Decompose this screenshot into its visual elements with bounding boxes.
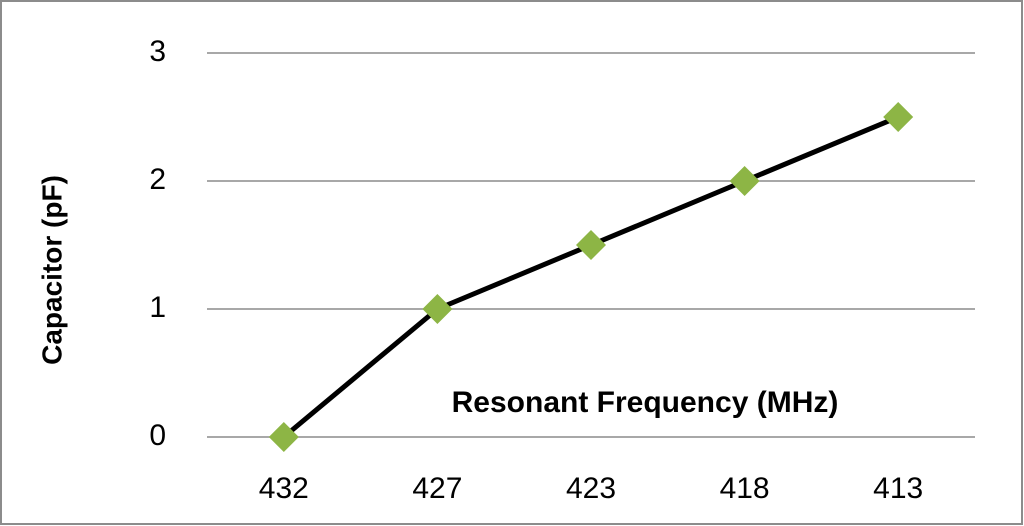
x-tick-label: 423 bbox=[566, 472, 616, 505]
y-tick-label: 3 bbox=[149, 35, 166, 68]
x-tick-label: 427 bbox=[412, 472, 462, 505]
marker bbox=[268, 422, 299, 452]
x-tick-label: 413 bbox=[873, 472, 923, 505]
x-tick-label: 432 bbox=[259, 472, 309, 505]
y-axis-title: Capacitor (pF) bbox=[36, 175, 67, 365]
y-tick-label: 2 bbox=[149, 163, 166, 196]
x-axis-title: Resonant Frequency (MHz) bbox=[452, 386, 839, 419]
marker bbox=[883, 102, 914, 132]
x-tick-label: 418 bbox=[720, 472, 770, 505]
marker bbox=[729, 166, 760, 196]
marker bbox=[576, 230, 606, 260]
y-tick-label: 1 bbox=[149, 291, 166, 324]
y-tick-label: 0 bbox=[149, 419, 166, 452]
marker bbox=[422, 294, 453, 324]
